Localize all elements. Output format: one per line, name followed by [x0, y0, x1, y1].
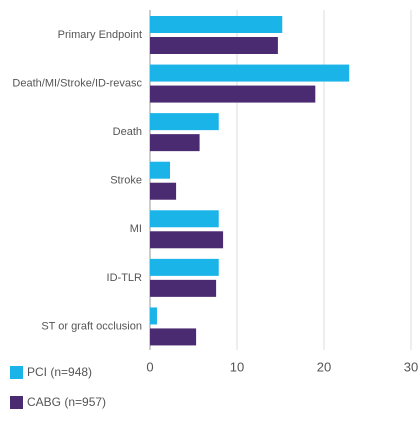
legend-label: PCI (n=948)	[27, 365, 92, 379]
category-label: MI	[130, 223, 142, 235]
bar	[150, 210, 219, 228]
bar	[150, 113, 219, 131]
bar	[150, 64, 350, 82]
x-tick-label: 30	[404, 359, 418, 374]
bar	[150, 307, 157, 325]
category-label: Death	[113, 126, 142, 138]
bar	[150, 279, 217, 297]
bar	[150, 16, 283, 33]
bar	[150, 85, 316, 103]
x-tick-label: 10	[230, 359, 244, 374]
bar	[150, 37, 278, 54]
x-tick-label: 20	[317, 359, 331, 374]
bar	[150, 231, 224, 249]
category-label: Primary Endpoint	[58, 29, 142, 41]
bar	[150, 328, 197, 346]
bar	[150, 182, 177, 200]
bar	[150, 134, 200, 152]
legend-swatch	[10, 366, 23, 379]
category-label: ID-TLR	[107, 272, 143, 284]
category-label: ST or graft occlusion	[41, 320, 142, 332]
legend-swatch	[10, 396, 23, 409]
category-label: Stroke	[110, 175, 142, 187]
legend-label: CABG (n=957)	[27, 395, 106, 409]
bar	[150, 161, 171, 179]
category-label: Death/MI/Stroke/ID-revasc	[12, 77, 142, 89]
x-tick-label: 0	[146, 359, 153, 374]
bar	[150, 258, 219, 276]
